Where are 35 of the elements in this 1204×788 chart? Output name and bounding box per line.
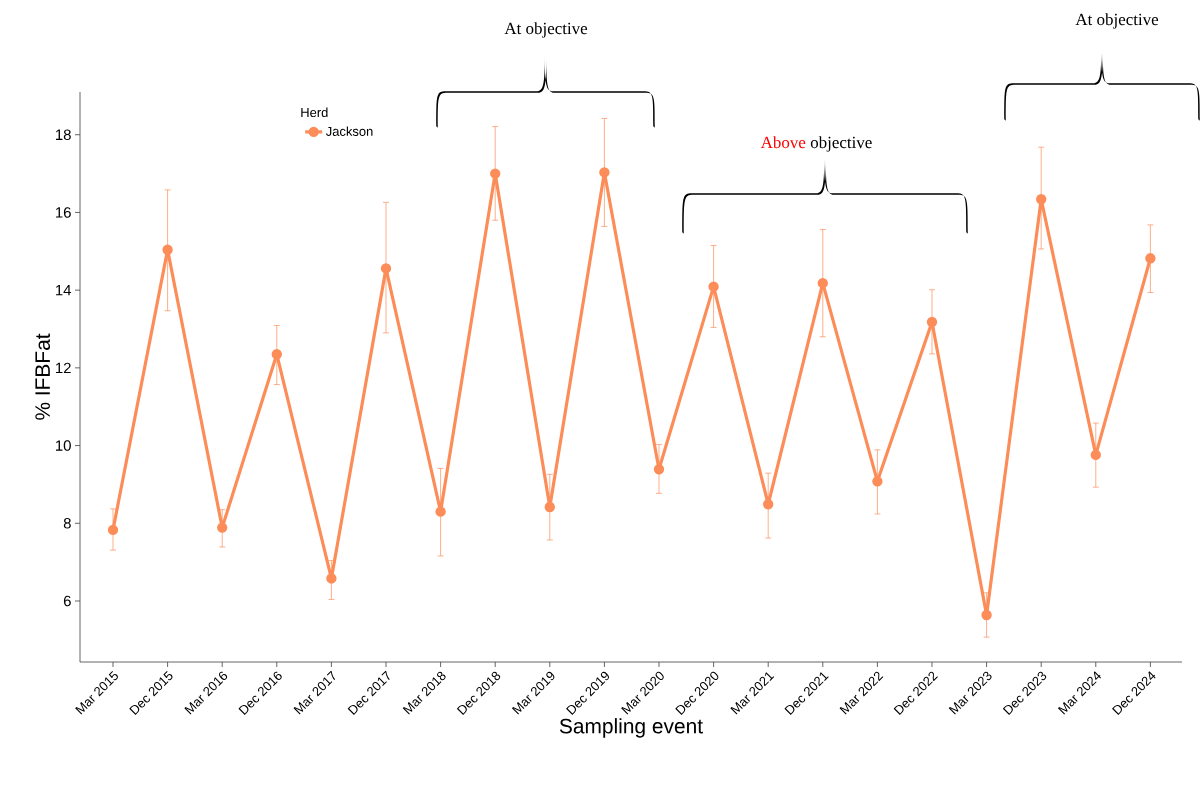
y-tick-label: 8 xyxy=(63,517,71,529)
point xyxy=(981,609,992,621)
point xyxy=(872,476,883,487)
y-axis-title: % IFBFat xyxy=(35,333,51,420)
y-tick-label: 6 xyxy=(63,595,71,607)
annotation: objective xyxy=(810,136,872,152)
point xyxy=(435,506,446,517)
text: At objective xyxy=(1075,13,1159,29)
point xyxy=(599,167,610,178)
y-tick-label: 12 xyxy=(56,362,71,374)
x-axis-title: Sampling event xyxy=(559,718,703,738)
legend-label: Jackson xyxy=(325,126,373,136)
point xyxy=(490,168,501,179)
annotation: Above xyxy=(760,136,806,149)
text: At objective xyxy=(504,22,588,38)
point xyxy=(708,281,719,292)
point xyxy=(653,464,665,475)
point xyxy=(380,263,392,274)
point xyxy=(217,522,228,533)
point xyxy=(326,573,337,584)
point xyxy=(1090,449,1101,461)
point xyxy=(1145,253,1156,264)
point xyxy=(544,501,555,513)
y-tick-label: 18 xyxy=(56,129,71,141)
point xyxy=(817,277,828,289)
y-tick-label: 10 xyxy=(56,440,71,451)
legend-title: Herd xyxy=(301,107,328,118)
point xyxy=(926,316,938,328)
y-tick-label: 14 xyxy=(56,285,72,296)
point xyxy=(162,244,173,255)
point xyxy=(1036,194,1047,205)
point xyxy=(271,349,282,360)
y-tick-label: 16 xyxy=(56,207,71,218)
point xyxy=(107,524,119,536)
point xyxy=(763,499,774,510)
